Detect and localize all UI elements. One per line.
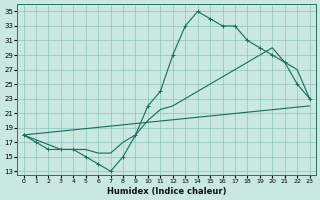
X-axis label: Humidex (Indice chaleur): Humidex (Indice chaleur) (107, 187, 226, 196)
